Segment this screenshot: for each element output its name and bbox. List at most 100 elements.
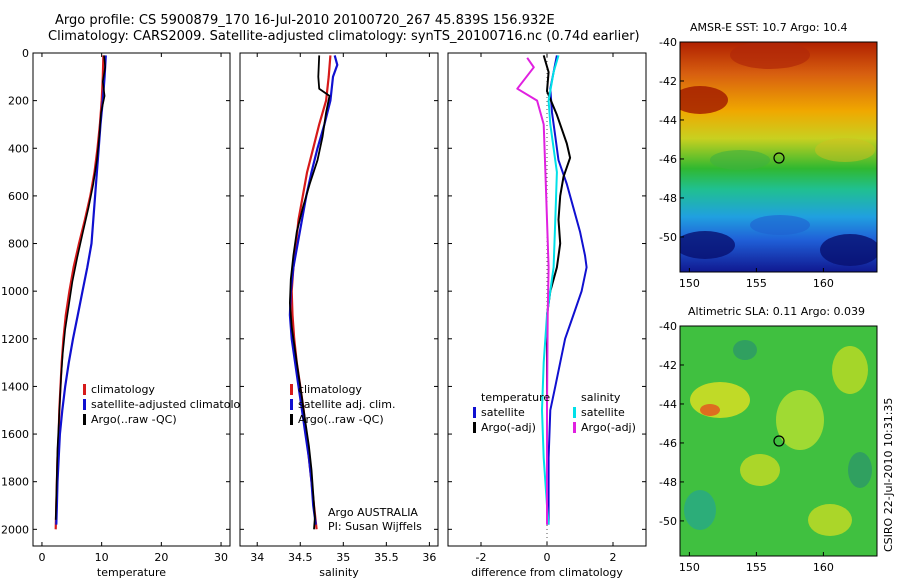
map-lat-label: -42 — [659, 359, 677, 372]
difference-series-line — [516, 57, 550, 525]
difference-legend-label: satellite — [481, 406, 525, 419]
difference-legend-swatch — [573, 407, 576, 418]
temperature-legend-swatch — [83, 399, 86, 410]
salinity-panel: 34 34.5 35 35.5 36 salinity climatology satelli… — [239, 52, 439, 579]
salinity-legend-label: satellite adj. clim. — [298, 398, 395, 411]
figure-title-line2: Climatology: CARS2009. Satellite-adjuste… — [48, 29, 640, 44]
sst-patch — [815, 138, 875, 162]
salinity-legend-swatch — [290, 384, 293, 395]
sla-map-title: Altimetric SLA: 0.11 Argo: 0.039 — [688, 305, 866, 318]
difference-legend-swatch — [473, 422, 476, 433]
sla-patch — [832, 346, 868, 394]
temperature-legend-label: satellite-adjusted climatology — [91, 398, 254, 411]
depth-tick-label: 1000 — [1, 285, 29, 298]
sla-patch — [848, 452, 872, 488]
temperature-legend-swatch — [83, 384, 86, 395]
temperature-xtick-label: 10 — [95, 551, 109, 564]
difference-panel: -2 0 2 difference from climatology temperatu… — [447, 52, 647, 579]
sla-patch — [776, 390, 824, 450]
salinity-series-line — [289, 55, 331, 530]
salinity-axes-box — [239, 52, 439, 547]
map-lon-label: 160 — [813, 277, 834, 290]
sst-patch — [750, 215, 810, 235]
salinity-legend-swatch — [290, 399, 293, 410]
difference-legend-label: Argo(-adj) — [581, 421, 636, 434]
temperature-series-line — [54, 55, 106, 520]
difference-xlabel: difference from climatology — [471, 566, 623, 579]
difference-xtick-label: 2 — [610, 551, 617, 564]
temperature-panel: 0 10 20 30 temperature 0 200 400 600 800 1000 1200 1… — [1, 47, 254, 579]
sst-profile-marker — [773, 152, 785, 164]
temperature-legend-label: Argo(..raw -QC) — [91, 413, 177, 426]
map-lat-label: -40 — [659, 36, 677, 49]
sla-profile-marker — [773, 435, 785, 447]
sst-patch — [680, 231, 735, 259]
depth-tick-label: 2000 — [1, 523, 29, 536]
credit-text: CSIRO 22-Jul-2010 10:31:35 — [882, 397, 895, 552]
figure-title-line1: Argo profile: CS 5900879_170 16-Jul-2010… — [55, 13, 555, 28]
map-lat-label: -48 — [659, 192, 677, 205]
sla-patch — [733, 340, 757, 360]
sla-map — [679, 325, 878, 557]
salinity-annotation: Argo AUSTRALIA — [328, 506, 418, 519]
map-lat-label: -44 — [659, 398, 677, 411]
sla-map-frame — [679, 325, 878, 557]
salinity-xtick-label: 36 — [422, 551, 436, 564]
sla-patch — [700, 404, 720, 416]
depth-tick-label: 800 — [8, 238, 29, 251]
difference-xtick-label: -2 — [476, 551, 487, 564]
depth-tick-label: 400 — [8, 142, 29, 155]
sst-patch — [730, 42, 810, 69]
map-lon-label: 150 — [679, 561, 700, 574]
map-lat-label: -50 — [659, 231, 677, 244]
salinity-annotation: PI: Susan Wijffels — [328, 520, 422, 533]
salinity-series-line — [288, 55, 339, 525]
map-lat-label: -40 — [659, 320, 677, 333]
temperature-legend-swatch — [83, 414, 86, 425]
difference-legend-swatch — [473, 407, 476, 418]
depth-tick-label: 1400 — [1, 380, 29, 393]
depth-tick-label: 1200 — [1, 333, 29, 346]
temperature-xtick-label: 30 — [214, 551, 228, 564]
map-lat-label: -42 — [659, 75, 677, 88]
map-lat-label: -46 — [659, 153, 677, 166]
temperature-axes-box — [32, 52, 231, 547]
depth-tick-label: 1600 — [1, 428, 29, 441]
sst-map-title: AMSR-E SST: 10.7 Argo: 10.4 — [690, 21, 848, 34]
salinity-xlabel: salinity — [319, 566, 359, 579]
salinity-xtick-label: 34 — [250, 551, 264, 564]
temperature-xtick-label: 0 — [38, 551, 45, 564]
sst-map — [679, 41, 878, 273]
map-lon-label: 155 — [746, 277, 767, 290]
map-ticks: -40 -42 -44 -46 -48 -50 150 155 160 -40 -42 -44 -46 -… — [659, 36, 834, 574]
difference-legend-header: temperature — [481, 391, 550, 404]
difference-legend-label: Argo(-adj) — [481, 421, 536, 434]
sst-patch — [710, 150, 770, 170]
sst-map-frame — [679, 41, 878, 273]
temperature-xtick-label: 20 — [154, 551, 168, 564]
difference-series-line — [547, 55, 588, 525]
temperature-xlabel: temperature — [97, 566, 166, 579]
map-lat-label: -50 — [659, 515, 677, 528]
difference-legend-label: satellite — [581, 406, 625, 419]
sla-patch — [740, 454, 780, 486]
difference-series-line — [541, 55, 560, 525]
temperature-legend-label: climatology — [91, 383, 155, 396]
map-lon-label: 155 — [746, 561, 767, 574]
salinity-xtick-label: 35 — [336, 551, 350, 564]
difference-xtick-label: 0 — [544, 551, 551, 564]
sla-patch — [808, 504, 852, 536]
depth-tick-label: 200 — [8, 95, 29, 108]
map-lon-label: 160 — [813, 561, 834, 574]
depth-tick-label: 1800 — [1, 476, 29, 489]
sla-patch — [684, 490, 716, 530]
difference-legend-header: salinity — [581, 391, 621, 404]
map-lon-label: 150 — [679, 277, 700, 290]
salinity-legend-swatch — [290, 414, 293, 425]
sst-patch — [680, 86, 728, 114]
map-lat-label: -48 — [659, 476, 677, 489]
salinity-xtick-label: 34.5 — [288, 551, 313, 564]
map-lat-label: -44 — [659, 114, 677, 127]
salinity-legend-label: climatology — [298, 383, 362, 396]
